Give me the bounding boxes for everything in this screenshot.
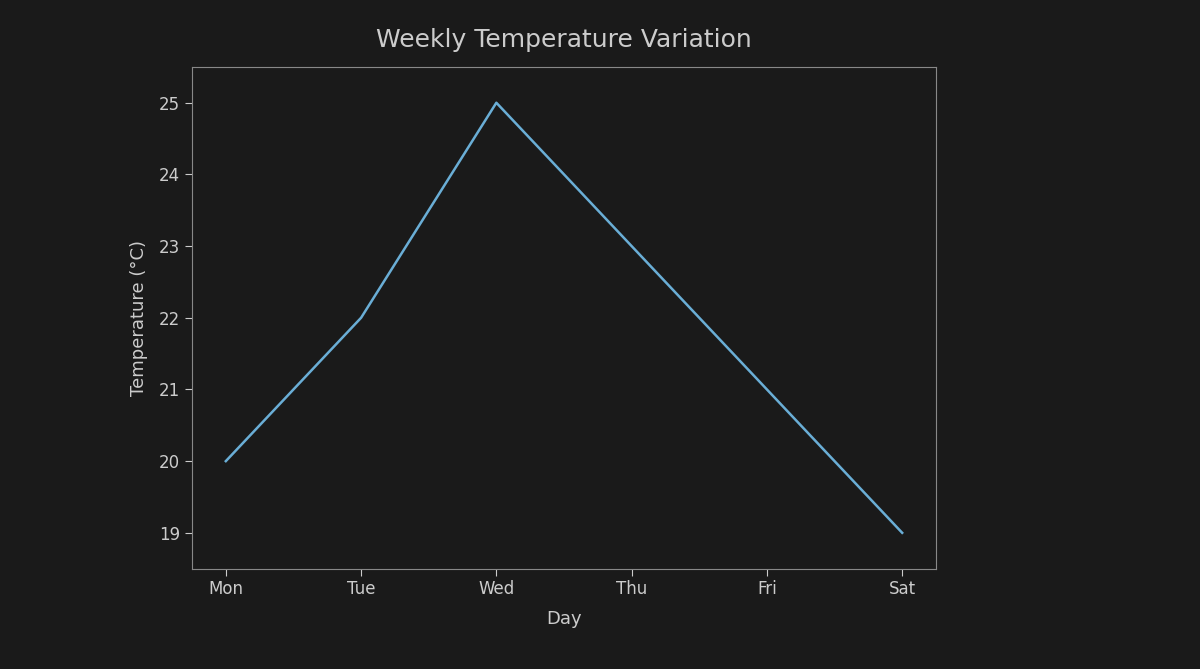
Y-axis label: Temperature (°C): Temperature (°C) — [130, 240, 148, 396]
Title: Weekly Temperature Variation: Weekly Temperature Variation — [376, 29, 752, 52]
X-axis label: Day: Day — [546, 609, 582, 628]
